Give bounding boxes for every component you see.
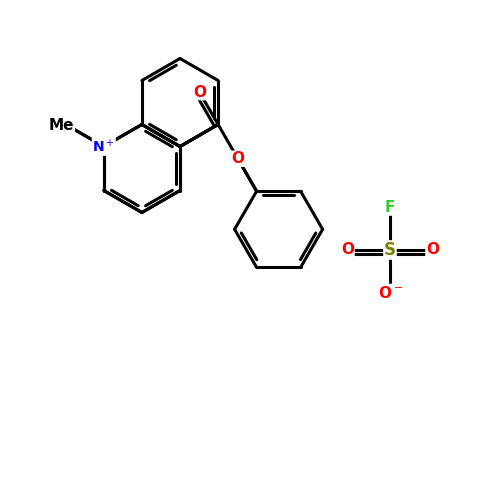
Text: F: F bbox=[385, 200, 395, 215]
Text: O: O bbox=[341, 242, 354, 258]
Text: O: O bbox=[426, 242, 439, 258]
Text: O: O bbox=[232, 152, 244, 166]
Text: N$^+$: N$^+$ bbox=[92, 138, 115, 155]
Text: S: S bbox=[384, 241, 396, 259]
Text: Me: Me bbox=[49, 118, 74, 133]
Text: O$^-$: O$^-$ bbox=[378, 284, 402, 300]
Text: O: O bbox=[193, 84, 206, 100]
